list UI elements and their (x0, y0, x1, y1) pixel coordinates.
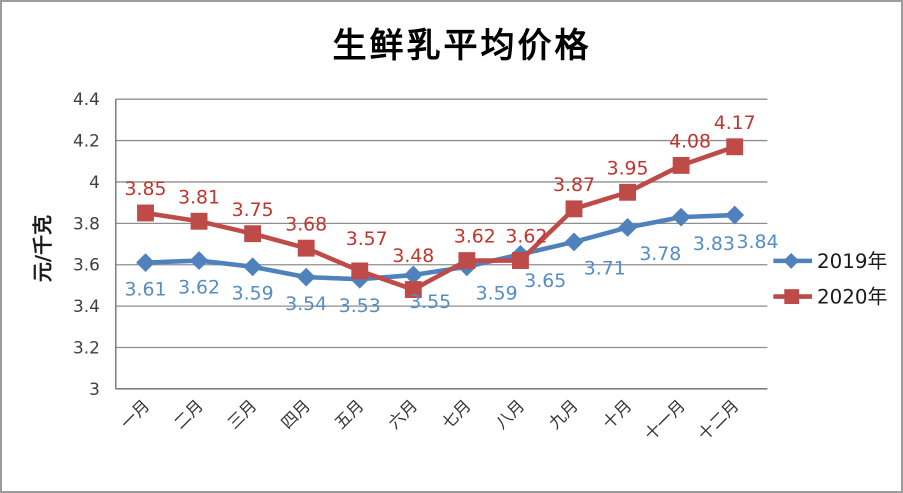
x-tick-label: 五月 (331, 396, 368, 433)
data-point-marker-square (512, 252, 529, 270)
legend-square-icon (784, 289, 800, 305)
x-tick-label: 四月 (277, 396, 314, 433)
data-point-label: 3.68 (285, 214, 327, 235)
data-point-label: 3.65 (524, 271, 566, 292)
data-point-marker-diamond (725, 205, 745, 225)
series-line-2019年 (145, 212, 735, 282)
x-tick-label: 十月 (599, 396, 636, 433)
chart-title: 生鲜乳平均价格 (332, 26, 592, 66)
data-point-label: 3.83 (693, 234, 735, 255)
x-tick-label: 七月 (438, 396, 475, 433)
data-point-label: 3.54 (285, 294, 327, 315)
y-tick-label: 4 (89, 172, 100, 192)
data-point-label: 3.59 (476, 284, 518, 305)
data-point-marker-square (190, 212, 208, 230)
data-point-label: 3.48 (392, 246, 434, 267)
x-tick-label: 八月 (492, 396, 529, 433)
data-point-label: 3.75 (232, 200, 274, 221)
y-tick-label: 3.6 (73, 255, 100, 275)
data-point-label: 3.81 (178, 187, 220, 208)
data-point-marker-diamond (564, 232, 584, 252)
x-tick-label: 十一月 (641, 396, 689, 444)
data-point-marker-diamond (243, 257, 263, 277)
data-point-marker-diamond (296, 267, 316, 287)
data-point-marker-square (619, 183, 636, 201)
data-point-label: 3.62 (178, 277, 220, 298)
legend-diamond-icon (783, 252, 800, 269)
y-tick-label: 3.4 (73, 296, 100, 316)
x-tick-label: 九月 (545, 396, 582, 433)
data-point-label: 3.53 (339, 296, 381, 317)
series-line-2020年 (145, 144, 736, 292)
y-tick-label: 3.2 (73, 337, 100, 357)
data-point-marker-square (672, 156, 690, 174)
data-point-marker-square (726, 138, 744, 156)
data-point-label: 3.62 (454, 227, 496, 248)
data-point-label: 3.62 (505, 227, 547, 248)
data-point-marker-diamond (618, 218, 637, 237)
data-point-label: 3.85 (125, 179, 167, 200)
x-tick-label: 二月 (170, 396, 207, 433)
data-point-label: 3.61 (125, 279, 167, 300)
data-point-marker-square (244, 225, 262, 243)
data-point-label: 3.78 (639, 244, 681, 265)
y-tick-label: 3 (89, 379, 100, 399)
data-point-label: 3.57 (346, 229, 388, 250)
data-point-marker-square (404, 281, 422, 298)
data-point-marker-square (458, 252, 476, 270)
x-tick-label: 六月 (385, 396, 422, 433)
x-tick-label: 三月 (224, 396, 261, 433)
data-point-marker-square (297, 239, 315, 257)
x-tick-label: 十二月 (694, 396, 742, 444)
legend-label: 2019年 (817, 250, 887, 273)
data-point-label: 3.71 (584, 259, 626, 280)
data-point-label: 3.84 (737, 232, 779, 253)
data-point-marker-diamond (671, 207, 691, 227)
data-point-label: 4.17 (714, 113, 756, 134)
data-point-label: 3.87 (553, 175, 595, 196)
y-tick-label: 4.2 (73, 131, 100, 151)
data-point-marker-diamond (136, 253, 155, 273)
x-tick-label: 一月 (117, 396, 154, 433)
data-point-marker-diamond (403, 265, 423, 285)
data-point-label: 3.55 (409, 292, 451, 313)
data-point-marker-square (565, 200, 583, 218)
data-point-label: 3.59 (232, 284, 274, 305)
data-point-label: 3.95 (607, 158, 649, 179)
y-tick-label: 4.4 (73, 89, 100, 109)
data-point-marker-square (351, 262, 369, 280)
legend-label: 2020年 (817, 286, 887, 309)
y-tick-label: 3.8 (73, 213, 100, 233)
data-point-label: 4.08 (669, 132, 711, 153)
data-point-marker-diamond (189, 251, 209, 270)
data-point-marker-square (137, 204, 154, 222)
